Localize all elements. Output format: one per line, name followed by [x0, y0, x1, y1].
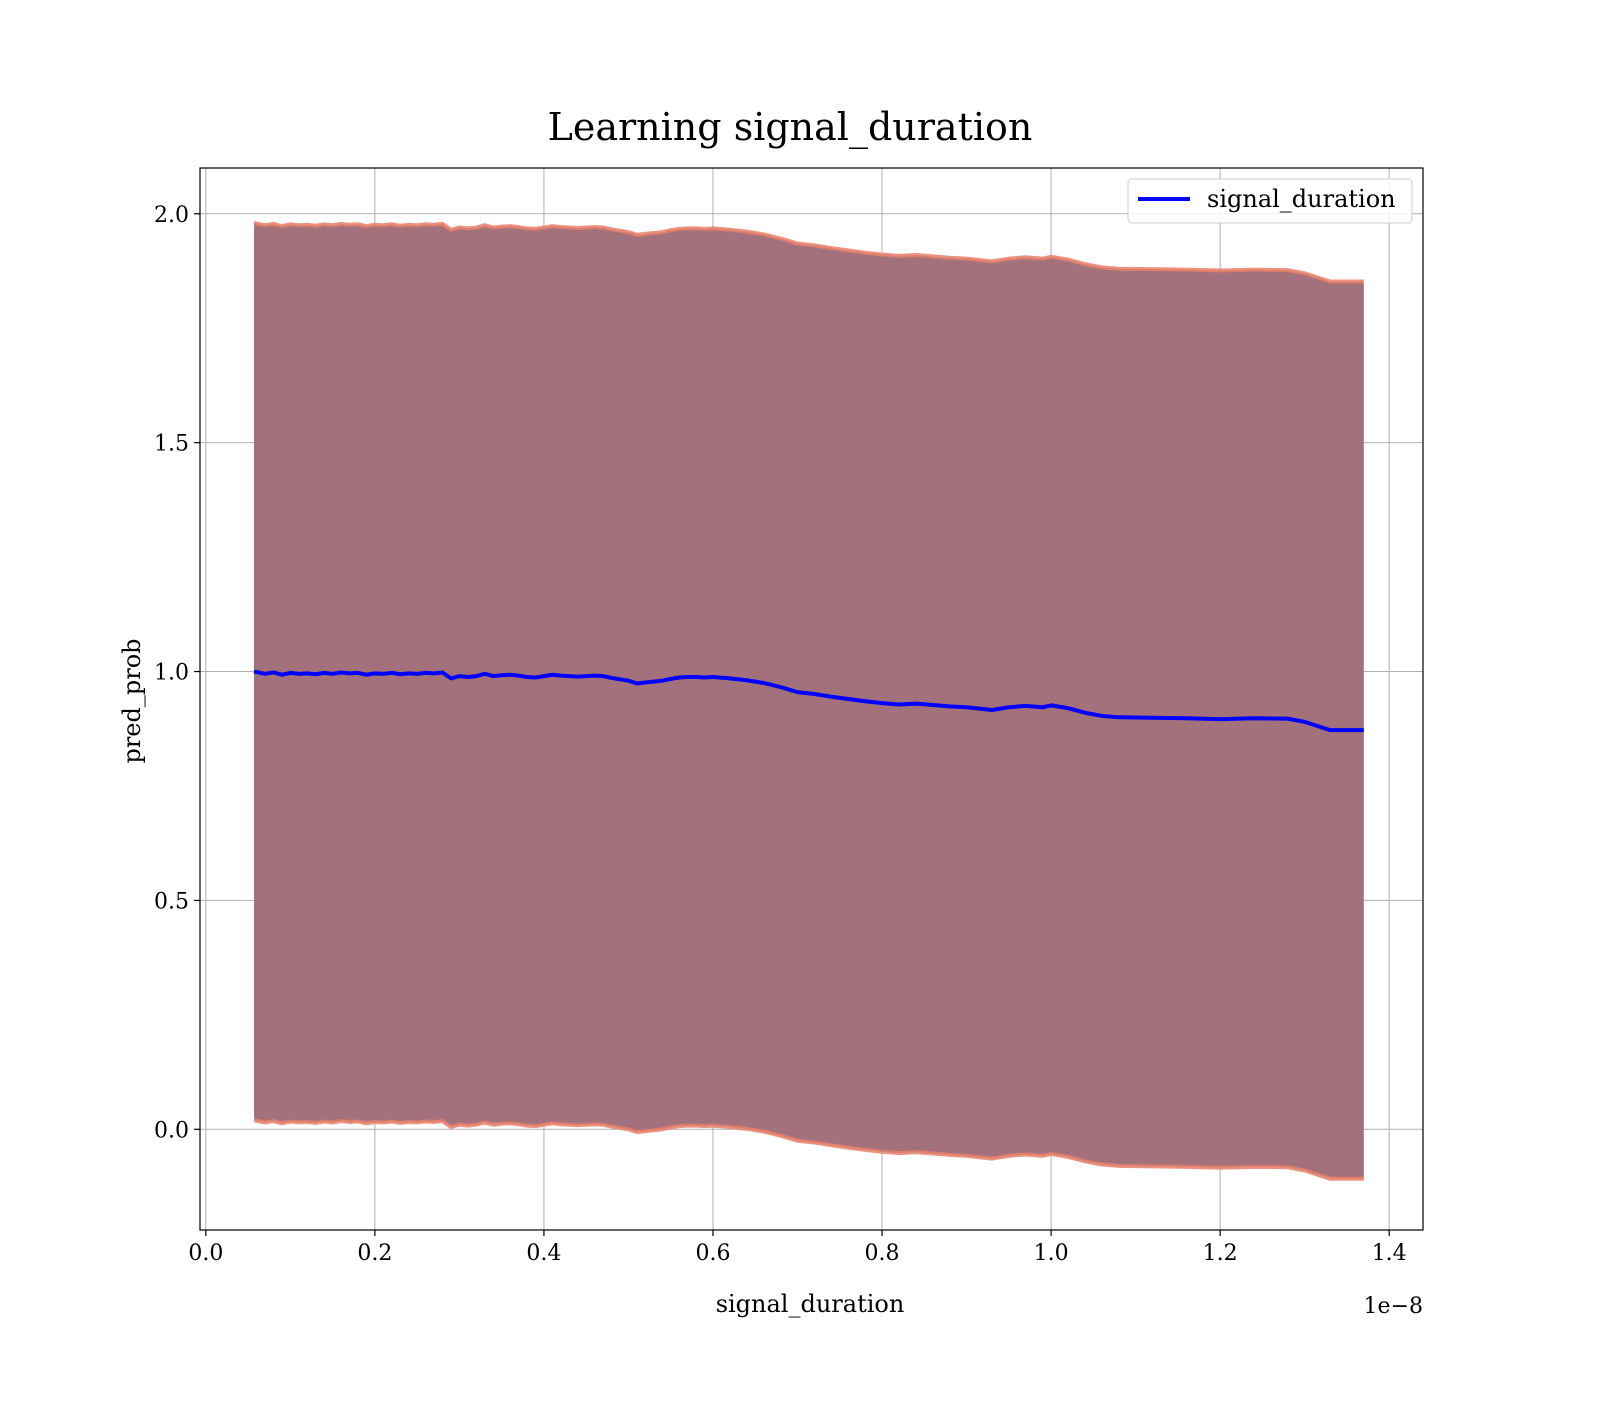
legend-entry-signal-duration: signal_duration	[1207, 185, 1396, 213]
confidence-band	[254, 222, 1364, 1179]
legend-box	[1127, 178, 1413, 224]
legend: signal_duration	[1127, 178, 1413, 224]
y-tick-label: 0.5	[154, 889, 189, 914]
y-tick-label: 0.0	[154, 1118, 189, 1143]
x-tick-label: 0.8	[865, 1241, 900, 1266]
x-tick-label: 1.2	[1203, 1241, 1238, 1266]
band-upper-edge	[253, 220, 1364, 284]
y-tick-label: 1.0	[154, 661, 189, 686]
x-tick-label: 1.4	[1372, 1241, 1407, 1266]
plot-frame	[199, 167, 1424, 1231]
series-line-signal-duration	[253, 669, 1364, 733]
y-axis-label: pred_prob	[118, 638, 146, 763]
series-layer	[253, 669, 1364, 733]
x-tick-label: 1.0	[1034, 1241, 1069, 1266]
y-tick-label: 1.5	[154, 432, 189, 457]
x-tick-label: 0.0	[188, 1241, 223, 1266]
band-lower-edge	[253, 1118, 1364, 1181]
y-tick-label: 2.0	[154, 203, 189, 228]
x-axis-label: signal_duration	[716, 1290, 905, 1318]
chart-title: Learning signal_duration	[548, 105, 1033, 150]
band-layer	[253, 220, 1364, 1181]
x-axis-offset-label: 1e−8	[1364, 1294, 1423, 1319]
x-tick-label: 0.6	[695, 1241, 730, 1266]
x-tick-label: 0.2	[357, 1241, 392, 1266]
x-tick-label: 0.4	[526, 1241, 561, 1266]
ticks-layer: 0.0 0.2 0.4 0.6 0.8 1.0 1.2 1.4 0.0 0.5 1.0 1.5 2.0	[154, 203, 1407, 1266]
